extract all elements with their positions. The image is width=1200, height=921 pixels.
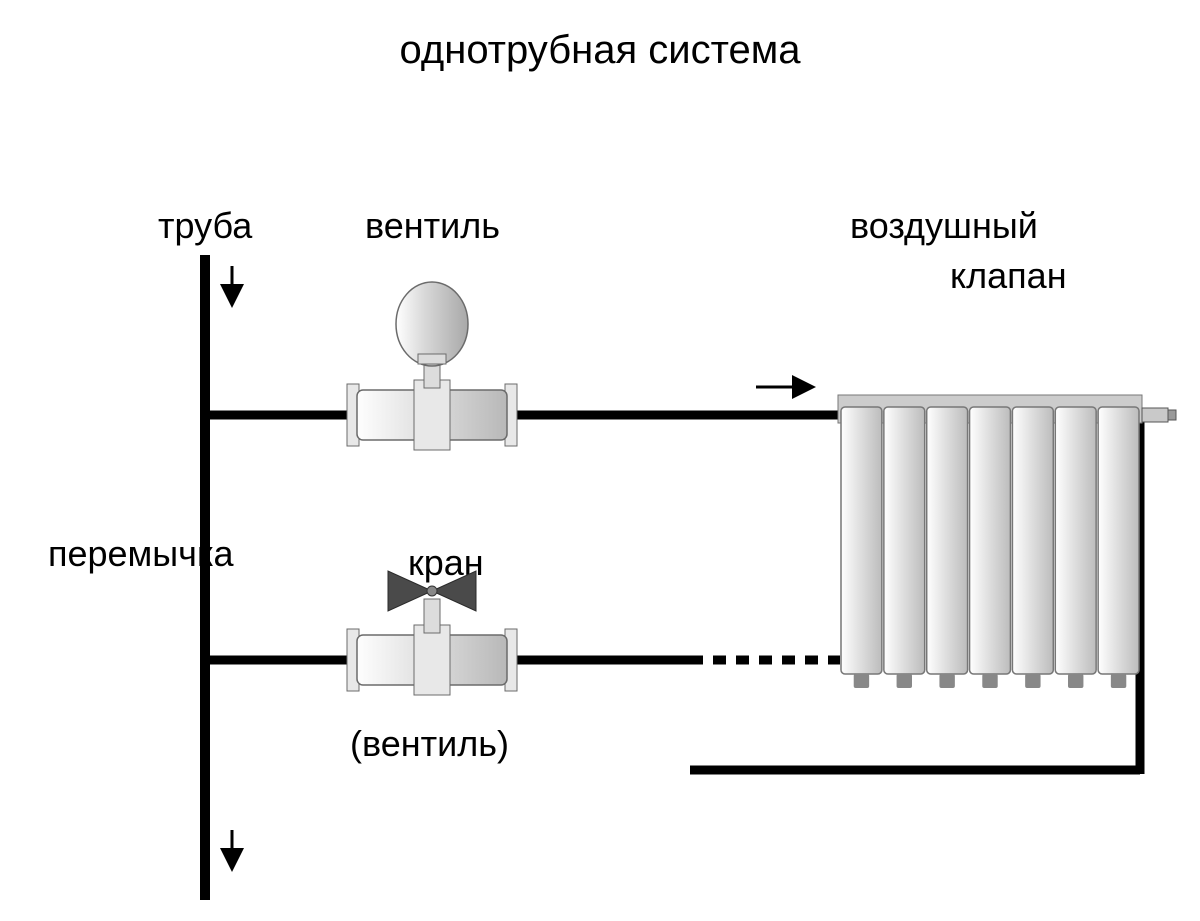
radiator-icon [838,395,1142,688]
valve-bottom-icon [347,571,517,695]
diagram-canvas [0,0,1200,921]
valve-top-icon [347,282,517,450]
air-valve-icon [1142,408,1176,422]
flow-arrows [232,266,810,866]
